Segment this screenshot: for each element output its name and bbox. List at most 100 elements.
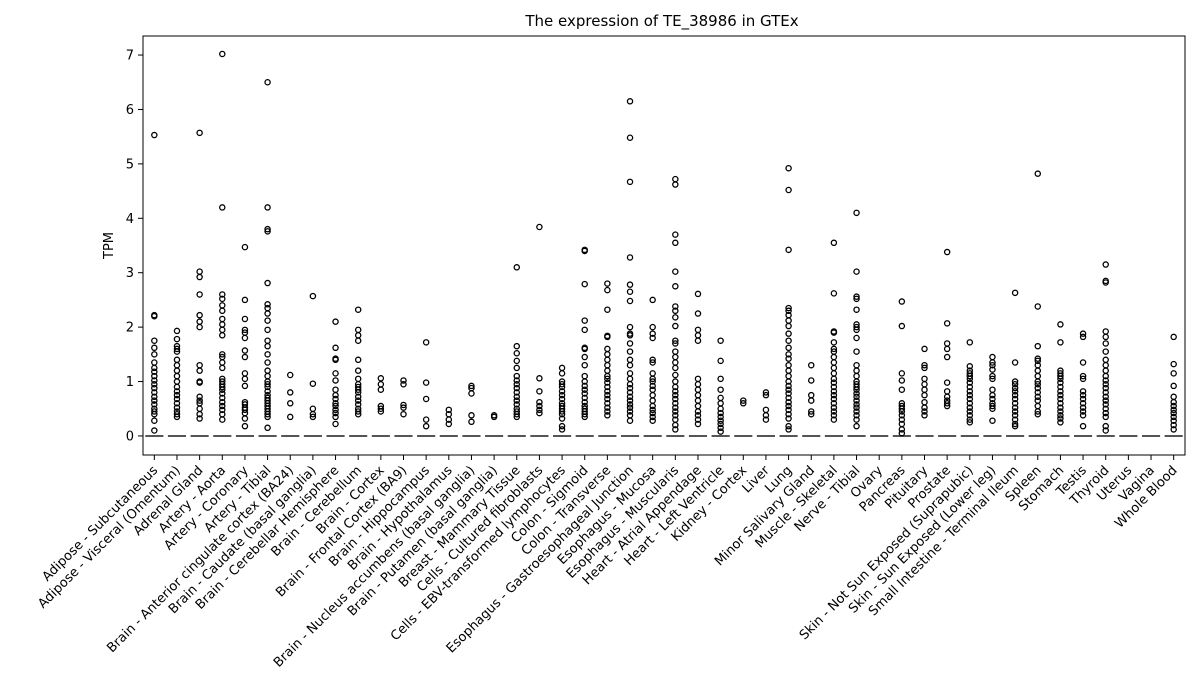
outlier-point <box>830 395 838 403</box>
outlier-point <box>400 381 407 388</box>
outlier-point <box>830 400 838 407</box>
outlier-point <box>400 404 407 411</box>
outlier-point <box>1011 378 1019 385</box>
outlier-point <box>581 247 588 255</box>
outlier-point <box>219 364 226 372</box>
outlier-point <box>286 389 294 396</box>
outlier-point <box>219 332 226 339</box>
outlier-point <box>309 380 317 387</box>
outlier-point <box>1079 412 1087 419</box>
outlier-point <box>1102 361 1109 369</box>
tissue-box <box>802 361 821 437</box>
outlier-point <box>626 178 634 186</box>
outlier-point <box>762 412 770 419</box>
outlier-point <box>989 375 996 383</box>
outlier-point <box>513 264 521 271</box>
outlier-point <box>649 378 656 385</box>
outlier-point <box>264 424 271 432</box>
outlier-point <box>626 381 634 388</box>
outlier-point <box>151 393 158 401</box>
outlier-point <box>740 400 747 407</box>
outlier-point <box>400 401 407 409</box>
outlier-point <box>694 386 702 393</box>
outlier-point <box>151 344 158 352</box>
outlier-point <box>1102 372 1109 380</box>
outlier-point <box>354 393 362 401</box>
outlier-point <box>626 134 634 142</box>
outlier-point <box>898 370 906 377</box>
outlier-point <box>264 351 271 358</box>
outlier-point <box>921 345 928 353</box>
outlier-point <box>672 383 679 391</box>
outlier-point <box>785 415 792 422</box>
outlier-point <box>785 361 792 369</box>
tissue-boxes <box>145 50 1183 437</box>
outlier-point <box>626 340 634 347</box>
outlier-point <box>785 426 792 433</box>
outlier-point <box>151 312 158 320</box>
outlier-point <box>1057 375 1064 383</box>
outlier-point <box>785 422 792 430</box>
outlier-point <box>853 323 860 331</box>
outlier-point <box>332 356 339 364</box>
outlier-point <box>921 391 928 399</box>
outlier-point <box>989 417 996 424</box>
tissue-box <box>281 371 300 437</box>
outlier-point <box>241 375 249 383</box>
outlier-point <box>604 391 611 399</box>
outlier-point <box>672 353 679 361</box>
outlier-point <box>1079 422 1087 430</box>
outlier-point <box>1057 419 1064 426</box>
outlier-point <box>830 339 838 346</box>
y-tick-label: 6 <box>126 103 134 118</box>
outlier-point <box>604 379 611 386</box>
outlier-point <box>1034 408 1042 415</box>
outlier-point <box>219 351 226 358</box>
outlier-point <box>173 367 181 374</box>
outlier-point <box>717 424 724 432</box>
outlier-point <box>966 412 974 419</box>
outlier-point <box>151 397 158 404</box>
tissue-box <box>734 397 753 437</box>
outlier-point <box>898 416 906 423</box>
outlier-point <box>264 337 271 344</box>
outlier-point <box>853 408 860 415</box>
tissue-box <box>1164 333 1183 437</box>
outlier-point <box>196 311 203 319</box>
outlier-point <box>626 348 634 355</box>
outlier-point <box>377 381 385 388</box>
outlier-point <box>604 280 611 287</box>
tissue-box <box>598 280 617 437</box>
outlier-point <box>1079 400 1087 407</box>
outlier-point <box>649 296 656 304</box>
outlier-point <box>830 290 838 297</box>
outlier-point <box>626 393 634 401</box>
outlier-point <box>1034 378 1042 385</box>
outlier-point <box>332 406 339 414</box>
outlier-point <box>241 370 249 377</box>
outlier-point <box>1102 348 1109 355</box>
outlier-point <box>513 389 521 396</box>
outlier-point <box>219 315 226 323</box>
outlier-point <box>558 364 566 372</box>
outlier-point <box>219 321 226 328</box>
outlier-point <box>513 372 521 380</box>
outlier-point <box>672 175 679 183</box>
outlier-point <box>1102 333 1109 341</box>
outlier-point <box>264 301 271 308</box>
outlier-point <box>1011 381 1019 388</box>
outlier-point <box>241 406 249 414</box>
outlier-point <box>966 339 974 346</box>
outlier-point <box>943 320 951 327</box>
outlier-point <box>354 408 362 415</box>
outlier-point <box>536 223 543 231</box>
outlier-point <box>219 394 226 402</box>
outlier-point <box>898 377 906 384</box>
outlier-point <box>219 398 226 406</box>
outlier-point <box>626 297 634 305</box>
outlier-point <box>1102 328 1109 335</box>
outlier-point <box>196 129 203 137</box>
outlier-point <box>581 378 588 385</box>
outlier-point <box>219 390 226 397</box>
